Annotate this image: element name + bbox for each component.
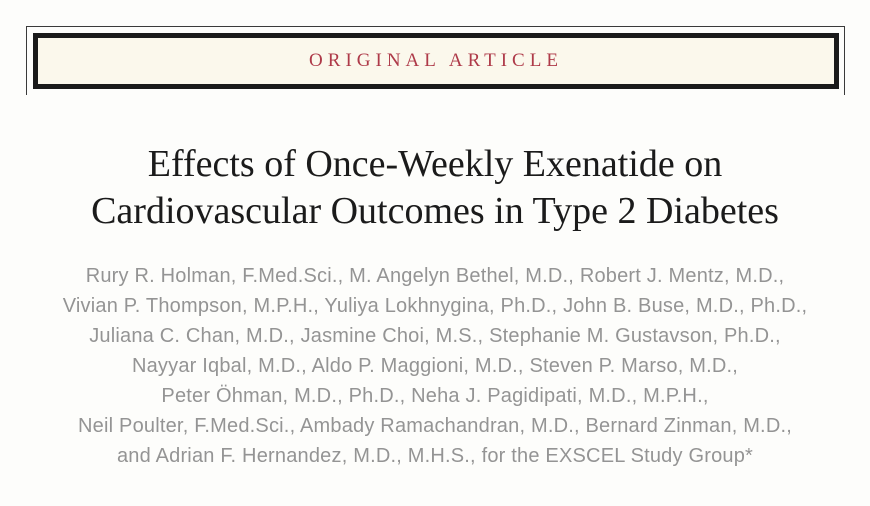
- author-line: Vivian P. Thompson, M.P.H., Yuliya Lokhn…: [62, 295, 808, 317]
- author-line: Juliana C. Chan, M.D., Jasmine Choi, M.S…: [89, 325, 781, 347]
- author-list: Rury R. Holman, F.Med.Sci., M. Angelyn B…: [0, 261, 870, 471]
- author-line: and Adrian F. Hernandez, M.D., M.H.S., f…: [116, 445, 754, 467]
- banner-outer-rule: [26, 26, 845, 95]
- author-line: Neil Poulter, F.Med.Sci., Ambady Ramacha…: [78, 415, 792, 437]
- article-title: Effects of Once-Weekly Exenatide on Card…: [0, 141, 870, 235]
- author-line: Rury R. Holman, F.Med.Sci., M. Angelyn B…: [85, 265, 785, 287]
- author-line: Peter Öhman, M.D., Ph.D., Neha J. Pagidi…: [161, 385, 709, 407]
- article-type-label: ORIGINAL ARTICLE: [309, 50, 563, 71]
- article-title-line-1: Effects of Once-Weekly Exenatide on: [147, 143, 723, 185]
- article-type-banner: ORIGINAL ARTICLE: [33, 33, 839, 89]
- article-title-line-2: Cardiovascular Outcomes in Type 2 Diabet…: [91, 190, 779, 232]
- author-line: Nayyar Iqbal, M.D., Aldo P. Maggioni, M.…: [131, 355, 739, 377]
